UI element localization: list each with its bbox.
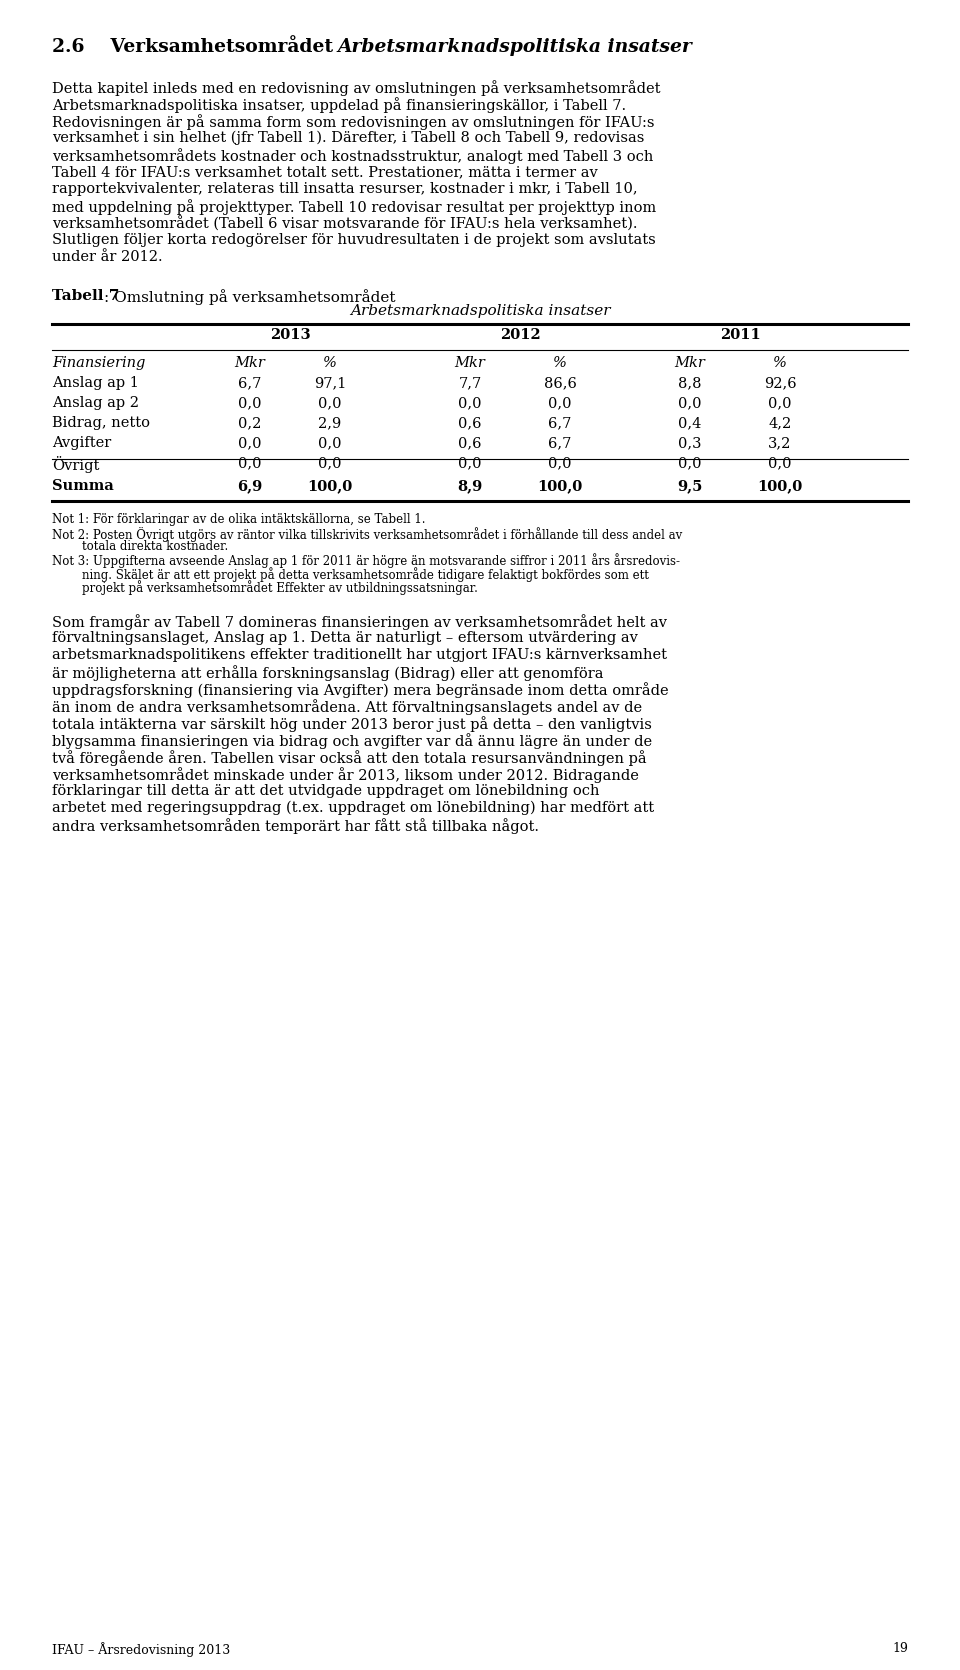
Text: 2.6    Verksamhetsområdet: 2.6 Verksamhetsområdet (52, 38, 340, 57)
Text: 86,6: 86,6 (543, 376, 576, 391)
Text: 9,5: 9,5 (678, 479, 703, 493)
Text: med uppdelning på projekttyper. Tabell 10 redovisar resultat per projekttyp inom: med uppdelning på projekttyper. Tabell 1… (52, 199, 657, 215)
Text: %: % (773, 356, 787, 371)
Text: 0,0: 0,0 (458, 456, 482, 471)
Text: Anslag ap 1: Anslag ap 1 (52, 376, 139, 391)
Text: 0,0: 0,0 (768, 396, 792, 411)
Text: totala intäkterna var särskilt hög under 2013 beror just på detta – den vanligtv: totala intäkterna var särskilt hög under… (52, 716, 652, 731)
Text: IFAU – Årsredovisning 2013: IFAU – Årsredovisning 2013 (52, 1642, 230, 1657)
Text: Not 3: Uppgifterna avseende Anslag ap 1 för 2011 är högre än motsvarande siffror: Not 3: Uppgifterna avseende Anslag ap 1 … (52, 553, 680, 568)
Text: arbetsmarknadspolitikens effekter traditionellt har utgjort IFAU:s kärnverksamhe: arbetsmarknadspolitikens effekter tradit… (52, 648, 667, 661)
Text: 0,0: 0,0 (548, 396, 572, 411)
Text: Not 2: Posten Övrigt utgörs av räntor vilka tillskrivits verksamhetsområdet i fö: Not 2: Posten Övrigt utgörs av räntor vi… (52, 526, 683, 541)
Text: under år 2012.: under år 2012. (52, 250, 162, 264)
Text: förklaringar till detta är att det utvidgade uppdraget om lönebildning och: förklaringar till detta är att det utvid… (52, 783, 599, 798)
Text: 7,7: 7,7 (458, 376, 482, 391)
Text: Mkr: Mkr (455, 356, 486, 371)
Text: 6,7: 6,7 (548, 416, 572, 431)
Text: 0,0: 0,0 (679, 396, 702, 411)
Text: Not 1: För förklaringar av de olika intäktskällorna, se Tabell 1.: Not 1: För förklaringar av de olika intä… (52, 513, 425, 526)
Text: Mkr: Mkr (675, 356, 706, 371)
Text: verksamhetsområdets kostnader och kostnadsstruktur, analogt med Tabell 3 och: verksamhetsområdets kostnader och kostna… (52, 149, 654, 164)
Text: 2,9: 2,9 (319, 416, 342, 431)
Text: 6,9: 6,9 (237, 479, 263, 493)
Text: 0,0: 0,0 (679, 456, 702, 471)
Text: Tabell 7: Tabell 7 (52, 289, 119, 304)
Text: arbetet med regeringsuppdrag (t.ex. uppdraget om lönebildning) har medfört att: arbetet med regeringsuppdrag (t.ex. uppd… (52, 802, 654, 815)
Text: Arbetsmarknadspolitiska insatser: Arbetsmarknadspolitiska insatser (349, 304, 611, 317)
Text: 0,4: 0,4 (679, 416, 702, 431)
Text: 2013: 2013 (270, 327, 310, 342)
Text: två föregående åren. Tabellen visar också att den totala resursanvändningen på: två föregående åren. Tabellen visar ocks… (52, 750, 647, 767)
Text: 0,0: 0,0 (319, 396, 342, 411)
Text: 0,0: 0,0 (768, 456, 792, 471)
Text: 2011: 2011 (720, 327, 760, 342)
Text: verksamhetsområdet minskade under år 2013, liksom under 2012. Bidragande: verksamhetsområdet minskade under år 201… (52, 767, 638, 783)
Text: 100,0: 100,0 (307, 479, 352, 493)
Text: 97,1: 97,1 (314, 376, 347, 391)
Text: 0,6: 0,6 (458, 416, 482, 431)
Text: Slutligen följer korta redogörelser för huvudresultaten i de projekt som avsluta: Slutligen följer korta redogörelser för … (52, 234, 656, 247)
Text: andra verksamhetsområden temporärt har fått stå tillbaka något.: andra verksamhetsområden temporärt har f… (52, 818, 539, 833)
Text: Övrigt: Övrigt (52, 456, 100, 473)
Text: 6,7: 6,7 (238, 376, 262, 391)
Text: 2012: 2012 (499, 327, 540, 342)
Text: verksamhet i sin helhet (jfr Tabell 1). Därefter, i Tabell 8 och Tabell 9, redov: verksamhet i sin helhet (jfr Tabell 1). … (52, 130, 644, 145)
Text: verksamhetsområdet (Tabell 6 visar motsvarande för IFAU:s hela verksamhet).: verksamhetsområdet (Tabell 6 visar motsv… (52, 215, 637, 232)
Text: 3,2: 3,2 (768, 436, 792, 451)
Text: Mkr: Mkr (234, 356, 265, 371)
Text: : Omslutning på verksamhetsområdet: : Omslutning på verksamhetsområdet (104, 289, 396, 306)
Text: förvaltningsanslaget, Anslag ap 1. Detta är naturligt – eftersom utvärdering av: förvaltningsanslaget, Anslag ap 1. Detta… (52, 631, 637, 645)
Text: Anslag ap 2: Anslag ap 2 (52, 396, 139, 411)
Text: än inom de andra verksamhetsområdena. Att förvaltningsanslagets andel av de: än inom de andra verksamhetsområdena. At… (52, 698, 642, 715)
Text: Summa: Summa (52, 479, 113, 493)
Text: 8,9: 8,9 (457, 479, 483, 493)
Text: projekt på verksamhetsområdet Effekter av utbildningssatsningar.: projekt på verksamhetsområdet Effekter a… (52, 579, 478, 595)
Text: ning. Skälet är att ett projekt på detta verksamhetsområde tidigare felaktigt bo: ning. Skälet är att ett projekt på detta… (52, 566, 649, 581)
Text: Avgifter: Avgifter (52, 436, 111, 451)
Text: %: % (553, 356, 567, 371)
Text: %: % (324, 356, 337, 371)
Text: 0,0: 0,0 (458, 396, 482, 411)
Text: totala direkta kostnader.: totala direkta kostnader. (52, 539, 228, 553)
Text: är möjligheterna att erhålla forskningsanslag (Bidrag) eller att genomföra: är möjligheterna att erhålla forskningsa… (52, 665, 604, 681)
Text: Som framgår av Tabell 7 domineras finansieringen av verksamhetsområdet helt av: Som framgår av Tabell 7 domineras finans… (52, 615, 667, 630)
Text: 0,0: 0,0 (319, 436, 342, 451)
Text: Arbetsmarknadspolitiska insatser, uppdelad på finansieringskällor, i Tabell 7.: Arbetsmarknadspolitiska insatser, uppdel… (52, 97, 626, 114)
Text: 0,0: 0,0 (238, 436, 262, 451)
Text: 0,6: 0,6 (458, 436, 482, 451)
Text: rapportekvivalenter, relateras till insatta resurser, kostnader i mkr, i Tabell : rapportekvivalenter, relateras till insa… (52, 182, 637, 195)
Text: Bidrag, netto: Bidrag, netto (52, 416, 150, 431)
Text: 8,8: 8,8 (679, 376, 702, 391)
Text: 92,6: 92,6 (764, 376, 796, 391)
Text: 0,3: 0,3 (679, 436, 702, 451)
Text: 0,2: 0,2 (238, 416, 262, 431)
Text: Redovisningen är på samma form som redovisningen av omslutningen för IFAU:s: Redovisningen är på samma form som redov… (52, 114, 655, 130)
Text: 4,2: 4,2 (768, 416, 792, 431)
Text: 6,7: 6,7 (548, 436, 572, 451)
Text: 19: 19 (892, 1642, 908, 1655)
Text: 0,0: 0,0 (319, 456, 342, 471)
Text: Tabell 4 för IFAU:s verksamhet totalt sett. Prestationer, mätta i termer av: Tabell 4 för IFAU:s verksamhet totalt se… (52, 165, 598, 179)
Text: Detta kapitel inleds med en redovisning av omslutningen på verksamhetsområdet: Detta kapitel inleds med en redovisning … (52, 80, 660, 95)
Text: blygsamma finansieringen via bidrag och avgifter var då ännu lägre än under de: blygsamma finansieringen via bidrag och … (52, 733, 652, 748)
Text: 100,0: 100,0 (538, 479, 583, 493)
Text: 0,0: 0,0 (238, 396, 262, 411)
Text: 100,0: 100,0 (757, 479, 803, 493)
Text: 0,0: 0,0 (548, 456, 572, 471)
Text: uppdragsforskning (finansiering via Avgifter) mera begränsade inom detta område: uppdragsforskning (finansiering via Avgi… (52, 681, 668, 698)
Text: Arbetsmarknadspolitiska insatser: Arbetsmarknadspolitiska insatser (337, 38, 692, 57)
Text: Finansiering: Finansiering (52, 356, 145, 371)
Text: 0,0: 0,0 (238, 456, 262, 471)
